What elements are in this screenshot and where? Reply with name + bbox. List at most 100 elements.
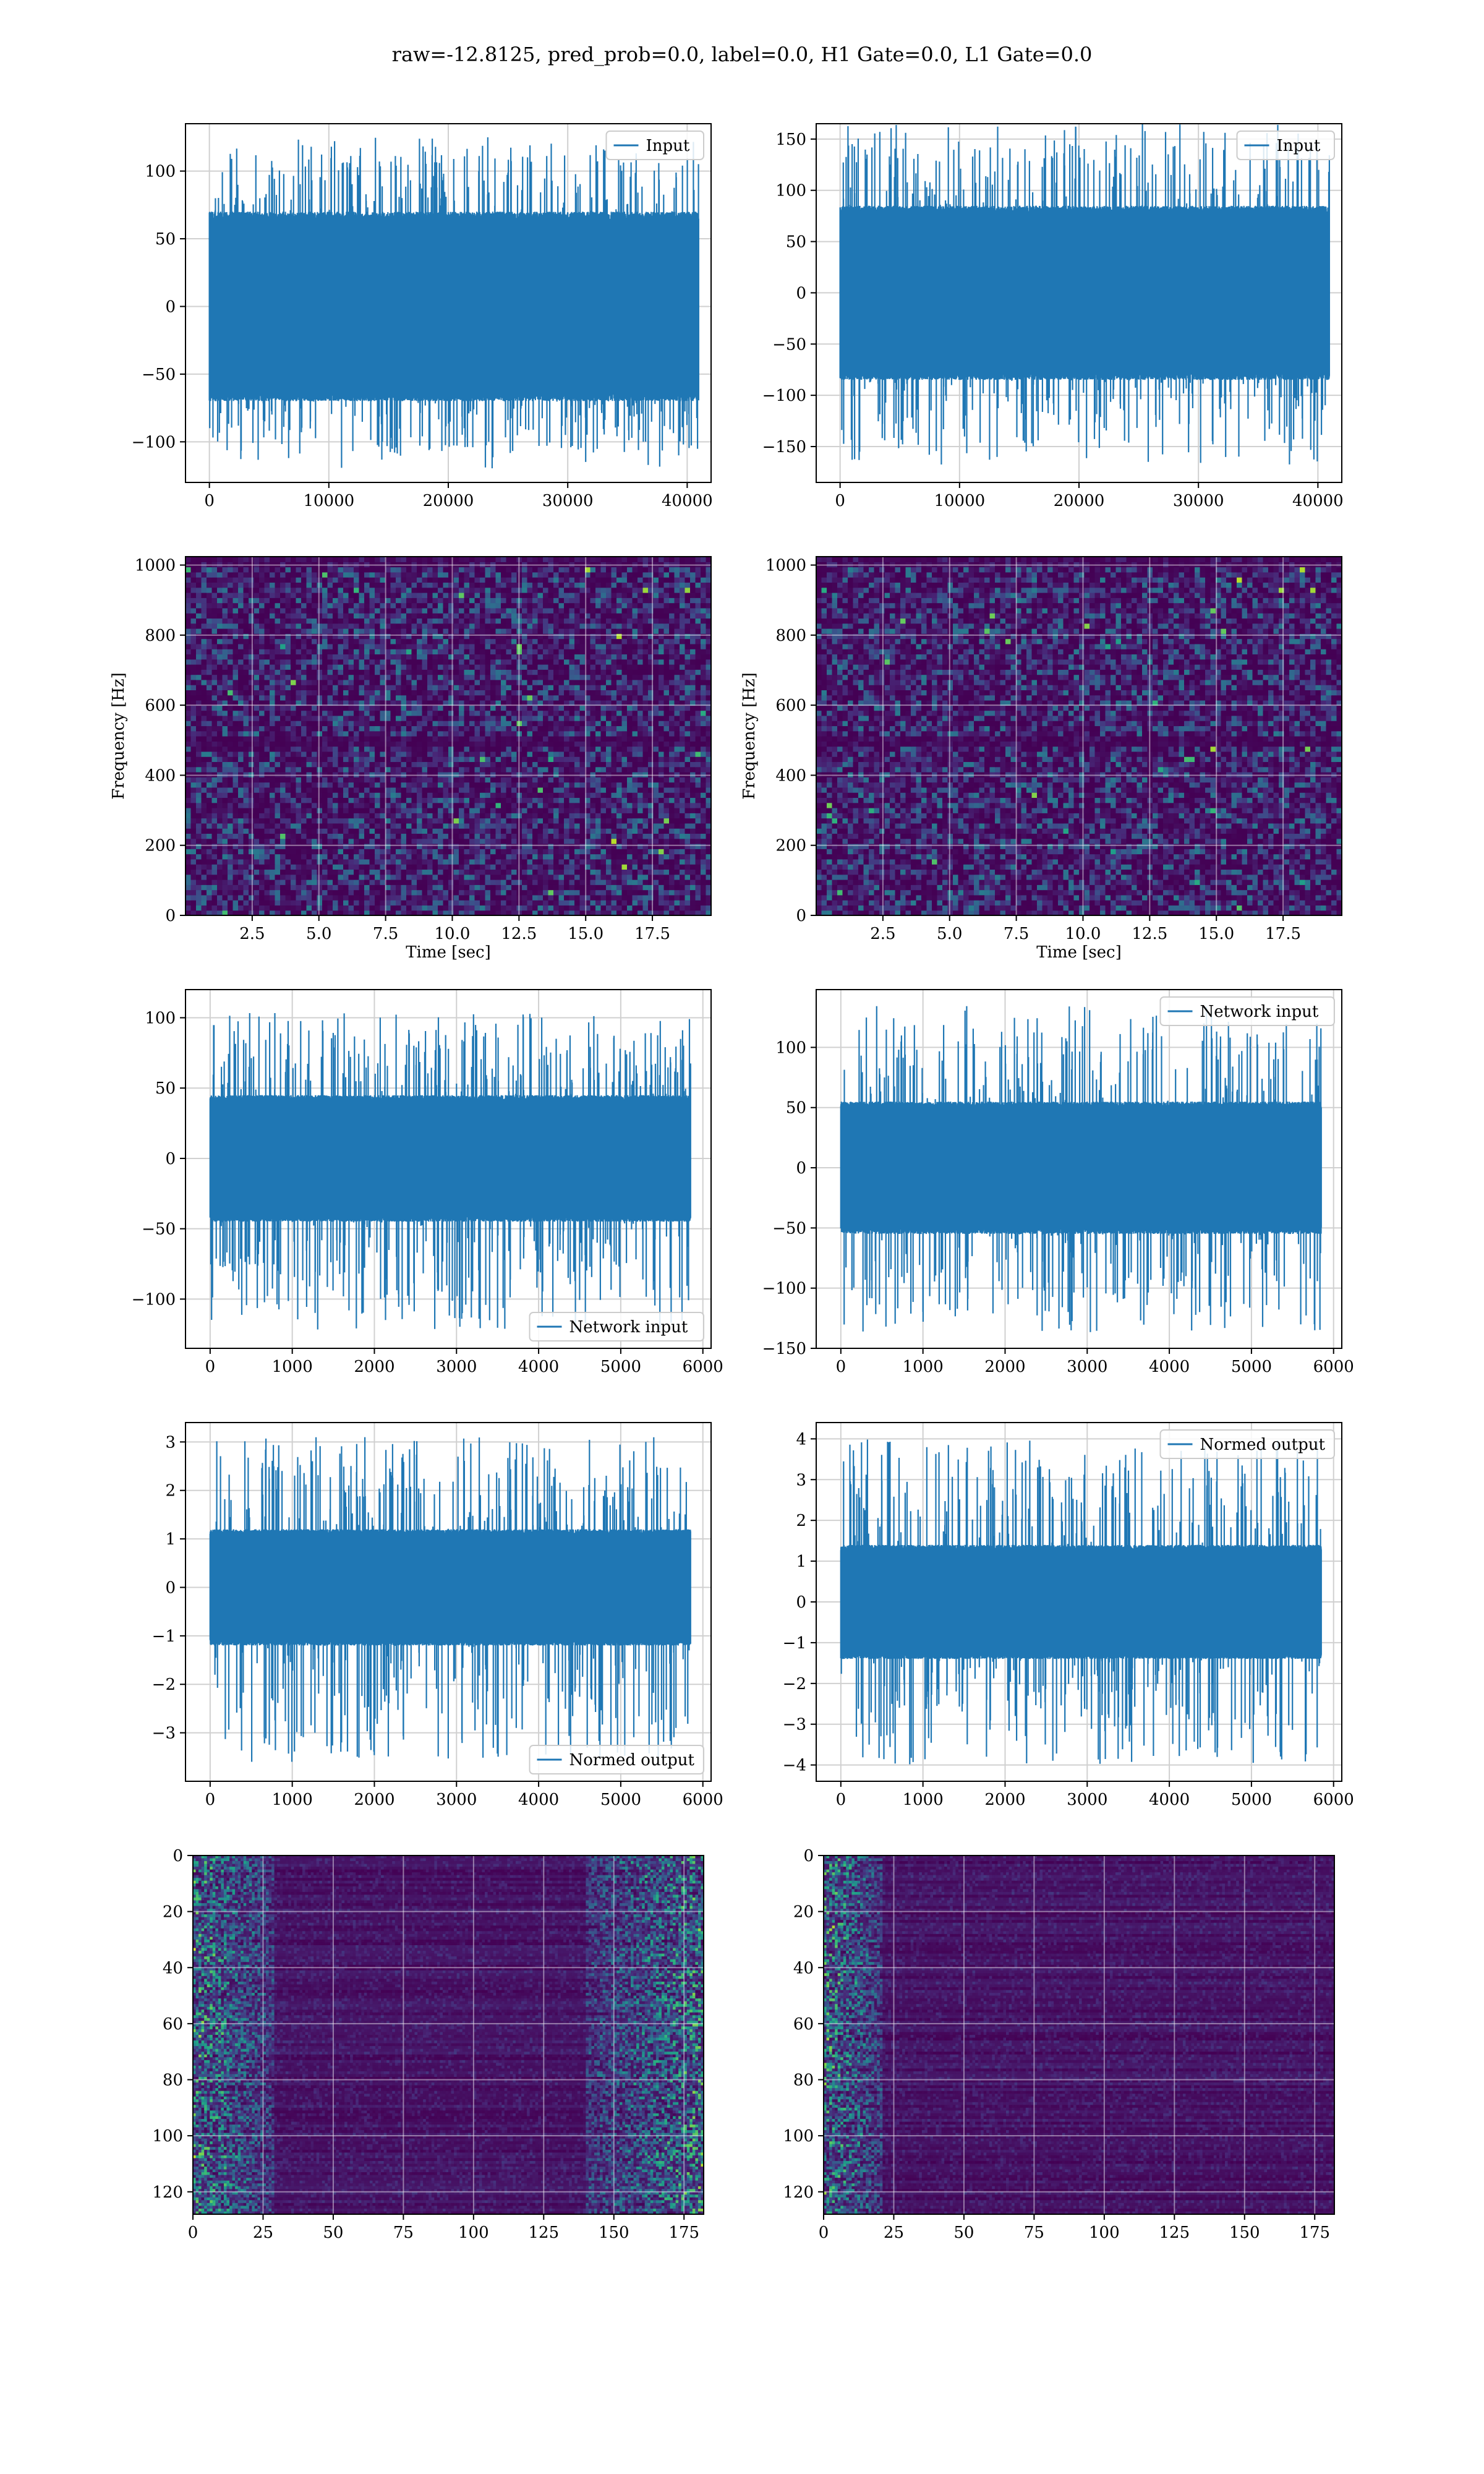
heatmap-cells (193, 1856, 704, 2215)
x-tick-label: 3000 (1067, 1358, 1107, 1376)
x-tick-label: 5000 (1231, 1791, 1272, 1809)
y-tick-label: −3 (783, 1716, 806, 1734)
y-tick-label: 100 (145, 1009, 176, 1027)
y-tick-label: 20 (163, 1903, 183, 1922)
x-tick-label: 7.5 (1004, 925, 1029, 943)
x-tick-label: 10000 (934, 492, 985, 510)
x-tick-label: 10.0 (435, 925, 471, 943)
panel-network-input-h1: 0 1000 2000 3000 4000 5000 6000−100−50050100Ne… (132, 990, 723, 1376)
y-tick-label: 4 (796, 1430, 806, 1449)
x-tick-label: 2.5 (870, 925, 895, 943)
y-tick-label: −1 (152, 1627, 176, 1646)
x-tick-label: 0 (205, 1358, 216, 1376)
y-tick-label: 80 (793, 2071, 814, 2090)
x-tick-label: 2000 (984, 1791, 1025, 1809)
y-tick-label: −50 (772, 1219, 806, 1238)
y-tick-label: 40 (793, 1959, 814, 1977)
y-tick-label: 100 (145, 163, 176, 181)
x-tick-label: 75 (393, 2224, 414, 2242)
y-tick-label: 0 (173, 1847, 183, 1865)
series-line-network-input (841, 1006, 1321, 1332)
x-tick-label: 12.5 (501, 925, 537, 943)
y-tick-label: 50 (786, 233, 806, 252)
x-tick-label: 100 (458, 2224, 489, 2242)
y-tick-label: 50 (155, 230, 176, 249)
x-tick-label: 4000 (518, 1358, 559, 1376)
y-tick-label: 0 (165, 1150, 176, 1168)
y-tick-label: −100 (132, 1290, 176, 1309)
panel-input-l1: 0 10000 20000 30000 40000−150−100−5005010015… (762, 124, 1344, 510)
x-tick-label: 3000 (436, 1358, 477, 1376)
x-tick-label: 12.5 (1132, 925, 1167, 943)
x-tick-label: 15.0 (568, 925, 603, 943)
y-tick-label: 60 (163, 2015, 183, 2034)
x-tick-label: 2000 (984, 1358, 1025, 1376)
x-tick-label: 0 (819, 2224, 829, 2242)
y-tick-label: 0 (796, 284, 806, 302)
x-tick-label: 150 (1229, 2224, 1260, 2242)
y-tick-label: 120 (783, 2183, 814, 2202)
x-tick-label: 2000 (354, 1358, 394, 1376)
x-tick-label: 1000 (903, 1358, 944, 1376)
x-tick-label: 25 (253, 2224, 273, 2242)
y-tick-label: 200 (775, 837, 806, 855)
y-tick-label: −150 (762, 438, 806, 456)
y-tick-label: 800 (145, 627, 176, 645)
heatmap-cells (824, 1856, 1335, 2215)
x-tick-label: 30000 (542, 492, 594, 510)
y-tick-label: 600 (145, 696, 176, 715)
x-axis-label: Time [sec] (406, 943, 491, 962)
y-tick-label: 40 (163, 1959, 183, 1977)
x-tick-label: 3000 (1067, 1791, 1107, 1809)
legend-label: Network input (1200, 1003, 1319, 1021)
y-tick-label: −3 (152, 1724, 176, 1743)
x-tick-label: 0 (205, 1791, 216, 1809)
legend-label: Normed output (1200, 1436, 1326, 1454)
x-tick-label: 40000 (662, 492, 713, 510)
y-tick-label: 150 (775, 131, 806, 149)
legend-label: Input (646, 137, 690, 155)
x-tick-label: 0 (836, 1358, 846, 1376)
x-tick-label: 15.0 (1198, 925, 1234, 943)
x-tick-label: 10000 (303, 492, 354, 510)
y-tick-label: 400 (775, 766, 806, 785)
y-tick-label: 80 (163, 2071, 183, 2090)
y-tick-label: −2 (783, 1675, 806, 1693)
x-tick-label: 7.5 (373, 925, 398, 943)
x-tick-label: 5000 (600, 1358, 641, 1376)
y-tick-label: 0 (803, 1847, 814, 1865)
y-tick-label: 0 (165, 1578, 176, 1597)
y-tick-label: −50 (772, 335, 806, 354)
legend: Network input (1161, 997, 1335, 1025)
legend: Network input (530, 1312, 704, 1341)
legend-label: Input (1277, 137, 1321, 155)
x-tick-label: 17.5 (1265, 925, 1301, 943)
x-tick-label: 150 (599, 2224, 629, 2242)
panel-spectrogram-h1: 2.5 5.0 7.5 10.0 12.5 15.0 17.5020040060080010… (109, 557, 712, 962)
y-tick-label: 120 (152, 2183, 183, 2202)
y-tick-label: 2 (165, 1482, 176, 1500)
x-tick-label: 175 (668, 2224, 699, 2242)
y-tick-label: −150 (762, 1340, 806, 1358)
legend: Normed output (1161, 1430, 1335, 1458)
y-tick-label: 20 (793, 1903, 814, 1922)
x-tick-label: 20000 (1054, 492, 1105, 510)
x-tick-label: 125 (1159, 2224, 1190, 2242)
x-tick-label: 3000 (436, 1791, 477, 1809)
y-tick-label: 1 (796, 1552, 806, 1571)
y-tick-label: 50 (155, 1079, 176, 1098)
y-tick-label: 1 (165, 1530, 176, 1549)
x-tick-label: 0 (188, 2224, 198, 2242)
x-tick-label: 40000 (1292, 492, 1344, 510)
series-line-normed-output (841, 1440, 1321, 1765)
x-tick-label: 50 (953, 2224, 974, 2242)
x-tick-label: 6000 (683, 1791, 723, 1809)
x-tick-label: 4000 (1149, 1358, 1190, 1376)
y-tick-label: −2 (152, 1676, 176, 1694)
x-tick-label: 4000 (1149, 1791, 1190, 1809)
legend: Normed output (530, 1745, 704, 1774)
x-tick-label: 25 (884, 2224, 904, 2242)
series-line-normed-output (210, 1437, 691, 1762)
